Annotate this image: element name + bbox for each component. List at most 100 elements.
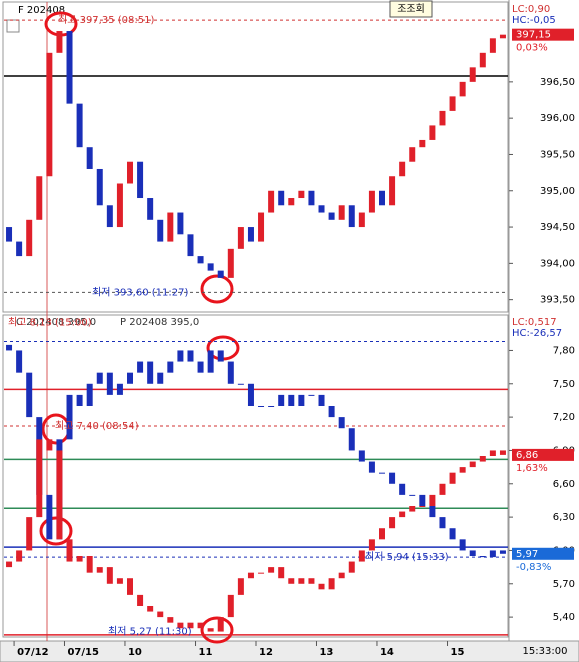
candle xyxy=(187,350,194,362)
candle xyxy=(318,394,325,406)
candle xyxy=(66,31,73,104)
candle xyxy=(308,394,315,396)
candle xyxy=(26,517,33,551)
candle xyxy=(106,567,113,584)
candle xyxy=(298,190,305,199)
candle xyxy=(288,198,295,206)
y-tick-label: 394,00 xyxy=(540,258,575,269)
candle xyxy=(217,617,224,632)
candle xyxy=(268,567,275,573)
candle xyxy=(389,176,396,206)
x-tick-label: 12 xyxy=(259,647,273,658)
candle xyxy=(419,139,426,148)
candle xyxy=(157,219,164,242)
annotation: 최저 5,27 (11:30) xyxy=(108,626,192,638)
candle xyxy=(106,372,113,395)
series-name: P 202408 395,0 xyxy=(120,317,199,328)
candle xyxy=(86,147,93,169)
candle xyxy=(328,406,335,418)
candle xyxy=(127,161,133,184)
candle xyxy=(207,350,214,373)
candle xyxy=(439,483,446,495)
button[interactable] xyxy=(389,0,433,18)
series-name: C 202408 395,0 xyxy=(16,317,96,328)
candle xyxy=(338,205,345,220)
candle xyxy=(278,394,285,406)
y-tick-label: 6,60 xyxy=(553,479,575,490)
candle xyxy=(258,572,265,574)
x-axis-bar xyxy=(0,640,579,662)
candle xyxy=(298,578,305,584)
x-tick-label: 13 xyxy=(319,647,333,658)
candle xyxy=(459,467,466,473)
candle xyxy=(419,506,426,507)
candle xyxy=(157,372,164,384)
candle xyxy=(288,394,295,406)
y-tick-label: 6,30 xyxy=(553,512,575,523)
candle xyxy=(36,176,43,220)
candle xyxy=(429,125,436,140)
candle xyxy=(368,539,375,551)
panel-icon[interactable] xyxy=(6,19,20,33)
price-badge xyxy=(512,28,574,41)
candle xyxy=(409,506,416,512)
time-label: 15:33:00 xyxy=(523,646,568,657)
annotation: 최고 397,35 (08:51) xyxy=(58,14,154,26)
y-tick-label: 396,00 xyxy=(540,113,575,124)
candle xyxy=(489,550,496,558)
candle xyxy=(399,511,406,518)
button-label[interactable]: 조조회 xyxy=(397,3,425,15)
y-tick-label: 395,00 xyxy=(540,186,575,197)
candle xyxy=(469,550,476,556)
candle xyxy=(16,550,23,562)
candle xyxy=(358,212,365,228)
price-badge-label: 6,86 xyxy=(516,450,538,461)
candle xyxy=(429,494,436,506)
candle xyxy=(177,212,184,235)
candle xyxy=(177,622,184,629)
y-tick-label: 7,20 xyxy=(553,412,575,423)
candle xyxy=(187,622,194,629)
candle xyxy=(449,96,456,111)
candle xyxy=(106,205,113,228)
candle xyxy=(137,361,144,373)
candle xyxy=(479,52,486,68)
price-badge-label: 397,15 xyxy=(516,30,551,41)
candle xyxy=(348,428,355,451)
candle xyxy=(137,594,144,606)
price-badge xyxy=(512,448,574,461)
candle xyxy=(499,550,506,554)
candle xyxy=(26,219,33,257)
candle xyxy=(348,205,355,228)
candle xyxy=(379,528,385,540)
candle xyxy=(499,34,506,39)
candle xyxy=(86,383,93,406)
candle xyxy=(479,556,486,558)
circle xyxy=(39,516,73,546)
y-tick-label: 5,40 xyxy=(553,612,575,623)
circle xyxy=(200,616,234,644)
y-tick-label: 396,50 xyxy=(540,77,575,88)
candle xyxy=(16,241,23,257)
y-tick-label: 5,70 xyxy=(553,579,575,590)
candle xyxy=(16,350,23,373)
candle xyxy=(479,456,486,462)
candle xyxy=(207,628,214,632)
candle xyxy=(449,528,456,540)
candle xyxy=(116,183,123,228)
candle xyxy=(46,494,53,540)
y-tick-label: 7,80 xyxy=(553,345,575,356)
candle xyxy=(197,361,204,373)
candle xyxy=(358,550,365,562)
candle xyxy=(167,617,174,623)
bottom-panel xyxy=(2,314,509,638)
candle xyxy=(389,472,396,484)
candle xyxy=(268,190,275,213)
candle xyxy=(247,227,254,242)
candle xyxy=(368,461,375,473)
candle xyxy=(379,190,385,206)
candle xyxy=(6,561,13,568)
candle xyxy=(469,461,476,468)
candle xyxy=(328,212,335,220)
